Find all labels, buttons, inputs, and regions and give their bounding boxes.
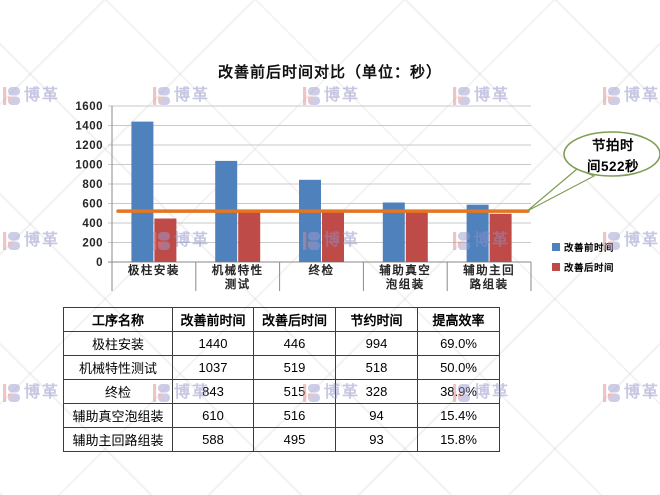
table-row: 终检 843 515 328 38.9% [63,379,500,404]
y-axis-tick-label: 600 [82,199,103,211]
table-row: 辅助主回路组装 588 495 93 15.8% [63,427,500,452]
table-row: 极柱安装 1440 446 994 69.0% [63,331,500,356]
y-axis-tick-label: 0 [96,257,103,269]
legend-item: 改善后时间 [552,260,614,274]
table-cell: 516 [253,403,336,428]
table-header-row: 工序名称 改善前时间 改善后时间 节约时间 提高效率 [63,307,500,332]
x-axis-labels: 极柱安装 机械特性测试 终检 辅助真空泡组装 辅助主回路组装 [112,265,531,293]
table-cell: 38.9% [417,379,500,404]
table-cell: 15.4% [417,403,500,428]
table-cell: 446 [253,331,336,356]
table-cell: 辅助真空泡组装 [63,403,173,428]
bar-before-3 [382,202,405,262]
table-cell: 843 [172,379,254,404]
y-axis-tick-label: 1000 [75,160,103,172]
table-cell: 1440 [172,331,254,356]
bar-after-1 [238,211,261,262]
column-header: 改善前时间 [172,307,254,332]
y-axis-tick-label: 1600 [75,101,103,113]
x-axis-label: 辅助主回路组装 [463,265,516,291]
x-axis-label: 终检 [308,265,335,277]
column-header: 改善后时间 [253,307,336,332]
table-cell: 1037 [172,355,254,380]
table-cell: 93 [335,427,418,452]
table-cell: 69.0% [417,331,500,356]
callout-bubble [563,131,660,177]
table-cell: 519 [253,355,336,380]
table-body: 极柱安装 1440 446 994 69.0% 机械特性测试 1037 519 518 50.0%… [63,331,500,452]
bar-after-4 [489,213,512,262]
legend-label: 改善后时间 [564,263,615,274]
bar-before-4 [466,204,489,262]
table-cell: 50.0% [417,355,500,380]
y-axis-tick-label: 800 [82,179,103,191]
callout-tail [526,168,596,212]
table-cell: 15.8% [417,427,500,452]
legend-label: 改善前时间 [564,243,615,254]
legend-item: 改善前时间 [552,240,614,254]
callout-text-line2: 间522秒 [587,158,639,174]
bar-before-2 [299,179,321,262]
bar-before-0 [131,121,154,262]
table-row: 机械特性测试 1037 519 518 50.0% [63,355,500,380]
chart-legend: 改善前时间改善后时间 [552,240,614,280]
table-cell: 94 [335,403,418,428]
y-axis-tick-label: 1200 [75,140,103,152]
table-cell: 515 [253,379,336,404]
table-cell: 辅助主回路组装 [63,427,173,452]
table-header: 工序名称 改善前时间 改善后时间 节约时间 提高效率 [63,307,500,332]
process-comparison-table: 工序名称 改善前时间 改善后时间 节约时间 提高效率 极柱安装 1440 446 994 69.… [63,307,500,452]
y-axis-tick-label: 400 [82,218,103,230]
column-header: 工序名称 [63,307,173,332]
x-axis-label: 辅助真空泡组装 [379,265,432,291]
table-cell: 588 [172,427,254,452]
y-axis-tick-label: 1400 [75,121,103,133]
x-axis-label: 机械特性测试 [211,265,264,291]
bar-after-0 [154,218,177,262]
bar-after-3 [405,211,428,262]
column-header: 节约时间 [335,307,418,332]
bar-after-2 [322,211,344,262]
table-cell: 机械特性测试 [63,355,173,380]
table-cell: 328 [335,379,418,404]
table-cell: 610 [172,403,254,428]
table-row: 辅助真空泡组装 610 516 94 15.4% [63,403,500,428]
table-cell: 495 [253,427,336,452]
column-header: 提高效率 [417,307,500,332]
chart-title: 改善前后时间对比（单位：秒） [217,64,442,81]
legend-swatch-icon [552,263,560,271]
table-cell: 994 [335,331,418,356]
y-axis-tick-label: 200 [82,238,103,250]
table-cell: 极柱安装 [63,331,173,356]
x-axis-label: 极柱安装 [127,265,180,277]
table-cell: 终检 [63,379,173,404]
table-cell: 518 [335,355,418,380]
legend-swatch-icon [552,243,560,251]
callout-text-line1: 节拍时 [592,137,634,153]
